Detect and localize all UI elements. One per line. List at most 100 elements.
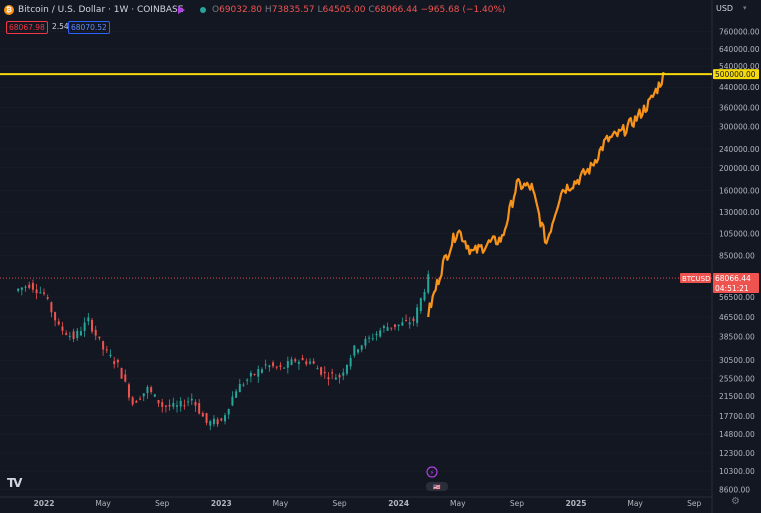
candle [201, 413, 204, 417]
candle [412, 318, 415, 322]
candle [17, 288, 20, 292]
candle [353, 345, 356, 356]
candle [371, 338, 374, 340]
candle [79, 331, 82, 336]
candle [164, 405, 167, 407]
y-tick-label: 14800.00 [719, 430, 755, 439]
candle [290, 359, 293, 365]
last-price-value: 68066.44 [715, 274, 751, 283]
candle [61, 326, 64, 331]
candle [320, 367, 323, 375]
projection-line [427, 72, 666, 318]
settings-icon[interactable]: ⚙ [731, 496, 740, 507]
y-tick-label: 160000.00 [719, 187, 760, 196]
candle [297, 361, 300, 364]
candle [157, 400, 160, 404]
candle [235, 391, 238, 398]
candle [393, 324, 396, 328]
x-tick-label: Sep [332, 499, 346, 508]
candle [323, 371, 326, 374]
y-tick-label: 640000.00 [719, 45, 760, 54]
candle [309, 361, 311, 364]
candle [54, 312, 57, 321]
candle [105, 349, 108, 351]
x-tick-label: 2024 [388, 499, 409, 508]
candle [327, 377, 330, 380]
candle [98, 336, 101, 339]
y-tick-label: 760000.00 [719, 27, 760, 36]
y-tick-label: 38500.00 [719, 332, 755, 341]
y-tick-label: 10300.00 [719, 467, 755, 476]
spread-value: 2.54 [52, 22, 69, 31]
candle [176, 405, 178, 407]
candle [220, 418, 223, 421]
candle [275, 366, 278, 368]
candle [283, 367, 286, 369]
candle [331, 372, 334, 374]
candle [368, 337, 371, 339]
candle [345, 364, 348, 374]
y-tick-label: 105000.00 [719, 230, 760, 239]
candle [146, 387, 149, 393]
candle [124, 374, 127, 382]
price-axis [712, 0, 761, 513]
candle [349, 357, 352, 367]
candle [212, 418, 215, 425]
candle [153, 394, 156, 397]
x-tick-label: May [95, 499, 111, 508]
y-tick-label: 540000.00 [719, 62, 760, 71]
chevron-down-icon[interactable]: ▾ [743, 4, 747, 12]
candle [364, 338, 367, 346]
x-tick-label: May [627, 499, 643, 508]
candle [28, 284, 31, 288]
candle [20, 287, 23, 290]
candle [416, 307, 419, 324]
candle [87, 317, 90, 322]
last-price-countdown: 04:51:21 [715, 284, 749, 293]
candle [286, 361, 289, 368]
buy-button[interactable]: 68070.52 [68, 21, 110, 34]
y-tick-label: 46500.00 [719, 313, 755, 322]
candle [401, 322, 404, 326]
live-indicator-icon [178, 6, 185, 14]
chart-header: ₿ Bitcoin / U.S. Dollar · 1W · COINBASE … [0, 0, 712, 20]
tradingview-logo-icon[interactable]: TV [7, 476, 23, 490]
candle [397, 324, 400, 327]
x-tick-label: 2022 [34, 499, 55, 508]
candle [316, 368, 319, 370]
y-tick-label: 8600.00 [719, 486, 750, 495]
candle [408, 322, 411, 325]
candle [257, 369, 260, 377]
candle [187, 401, 190, 403]
y-tick-label: 240000.00 [719, 145, 760, 154]
us-flag-icon: 🇺🇸 [433, 483, 441, 491]
candle [264, 364, 267, 366]
symbol-title[interactable]: Bitcoin / U.S. Dollar · 1W · COINBASE [18, 5, 184, 15]
candle [205, 413, 208, 423]
y-tick-label: 12300.00 [719, 449, 755, 458]
candle [190, 398, 193, 401]
candle [279, 365, 282, 367]
candle [334, 377, 337, 380]
target-label-bg [713, 69, 759, 80]
candle [76, 330, 79, 339]
lightning-icon: ⚡ [430, 469, 435, 477]
candle [142, 393, 145, 397]
candle [423, 292, 426, 301]
currency-selector[interactable]: USD [716, 4, 734, 13]
candle [113, 361, 116, 365]
candle [179, 400, 182, 407]
candle [338, 374, 341, 378]
candle [260, 369, 263, 373]
candle [216, 419, 219, 425]
sell-button[interactable]: 68067.98 [6, 21, 48, 34]
candle [357, 349, 360, 353]
candle [294, 359, 297, 362]
candle [224, 415, 227, 422]
x-tick-label: Sep [155, 499, 169, 508]
candle [83, 322, 86, 331]
y-tick-label: 130000.00 [719, 208, 760, 217]
event-marker-icon [426, 466, 438, 478]
candle [272, 362, 275, 367]
